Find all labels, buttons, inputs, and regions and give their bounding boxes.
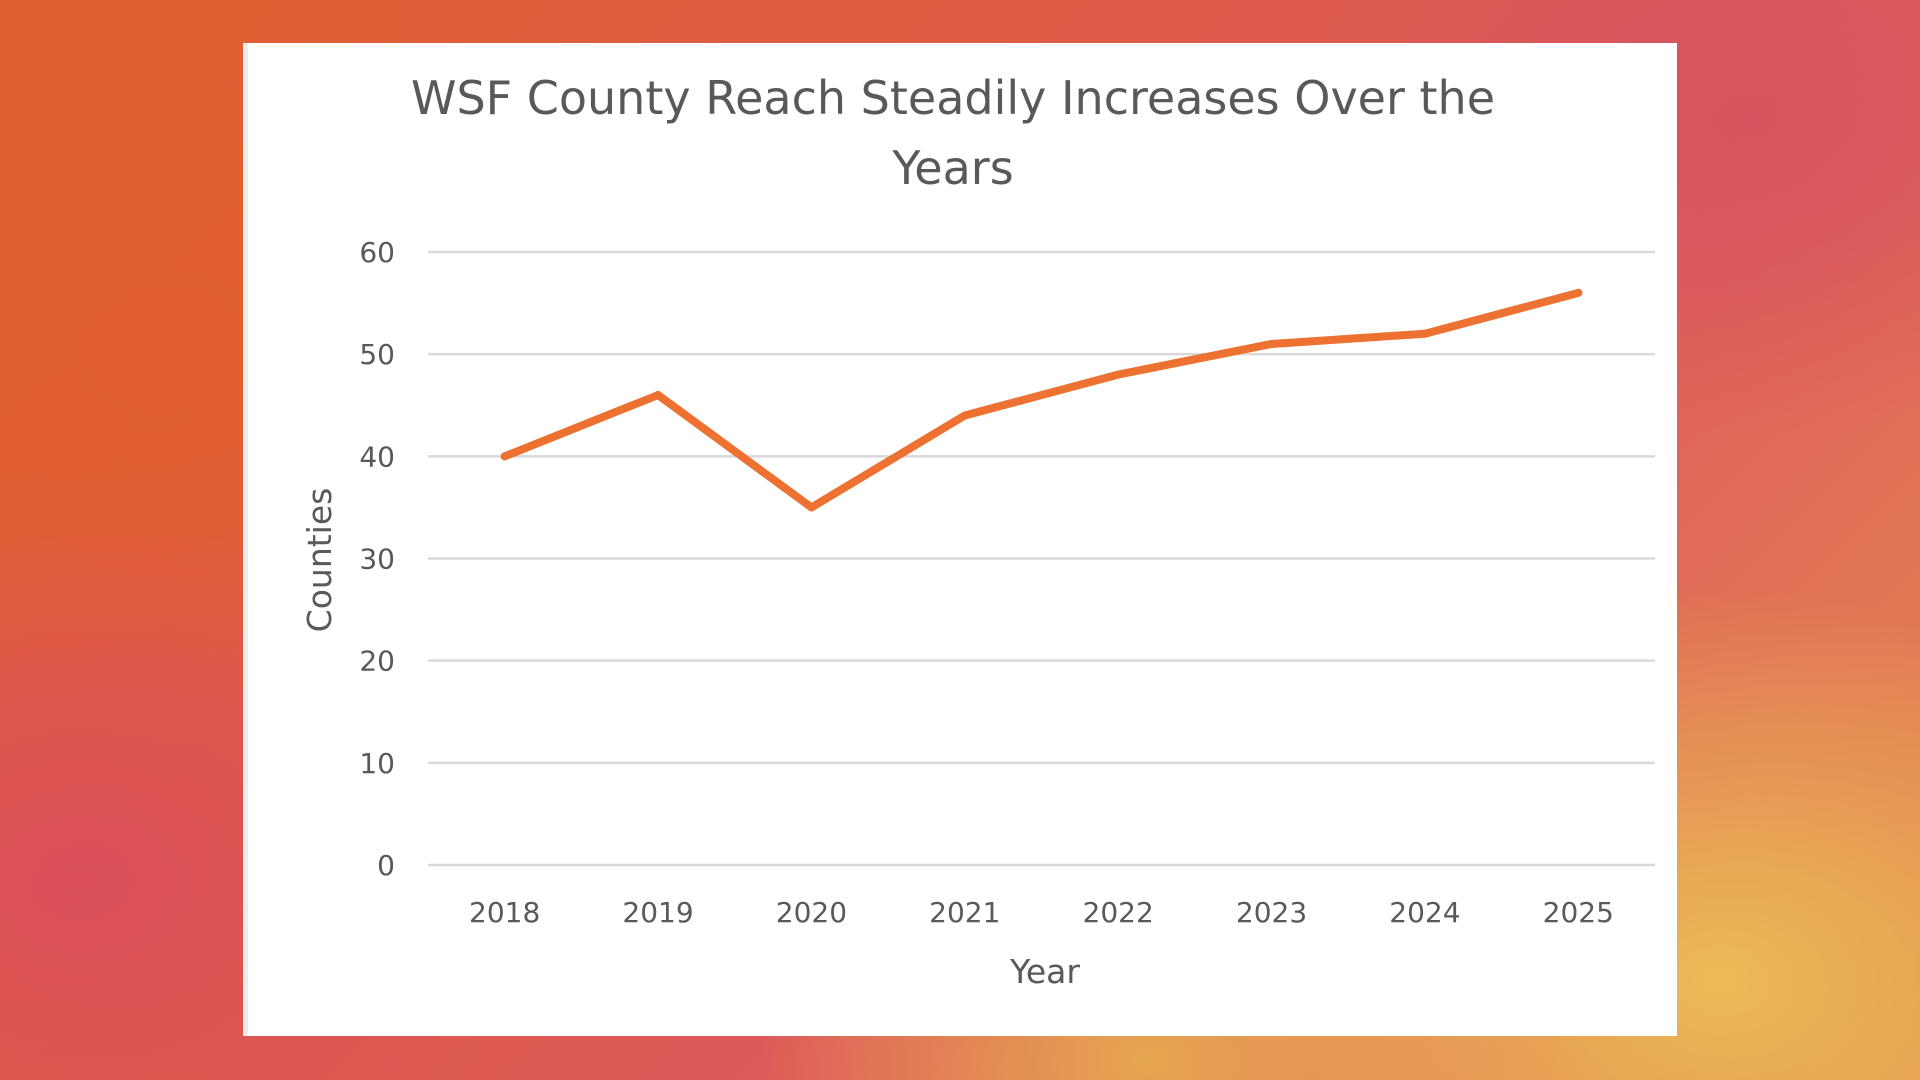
data-point-2021 (960, 411, 969, 420)
data-point-2024 (1420, 329, 1429, 338)
x-tick-label: 2023 (1236, 896, 1307, 929)
chart-title: WSF County Reach Steadily Increases Over… (410, 71, 1495, 195)
x-tick-label: 2020 (776, 896, 847, 929)
series-line-0 (500, 288, 1583, 512)
x-tick-labels: 2018 2019 2020 2021 2022 2023 2024 2025 (469, 896, 1614, 929)
y-tick-label: 40 (359, 440, 395, 473)
y-tick-label: 30 (359, 543, 395, 576)
data-point-2023 (1267, 339, 1276, 348)
y-tick-label: 60 (359, 236, 395, 269)
y-tick-label: 20 (359, 645, 395, 678)
y-tick-label: 10 (359, 747, 395, 780)
x-tick-label: 2025 (1543, 896, 1614, 929)
x-tick-label: 2021 (929, 896, 1000, 929)
series-layer (500, 288, 1583, 512)
data-point-2018 (500, 452, 509, 461)
y-axis-label: Counties (300, 488, 339, 633)
x-tick-label: 2022 (1083, 896, 1154, 929)
gridlines (428, 250, 1655, 867)
data-point-2022 (1114, 370, 1123, 379)
y-tick-label: 0 (377, 849, 395, 882)
chart-card: 0 10 20 30 40 50 60 2018 2019 2020 2021 2022 2023 20… (243, 43, 1677, 1036)
data-point-2025 (1574, 288, 1583, 297)
x-tick-label: 2019 (622, 896, 693, 929)
x-tick-label: 2018 (469, 896, 540, 929)
y-tick-label: 50 (359, 338, 395, 371)
data-point-2019 (654, 391, 663, 400)
data-point-2020 (807, 503, 816, 512)
y-tick-labels: 0 10 20 30 40 50 60 (359, 236, 395, 882)
x-tick-label: 2024 (1389, 896, 1460, 929)
x-axis-label: Year (1009, 952, 1080, 991)
